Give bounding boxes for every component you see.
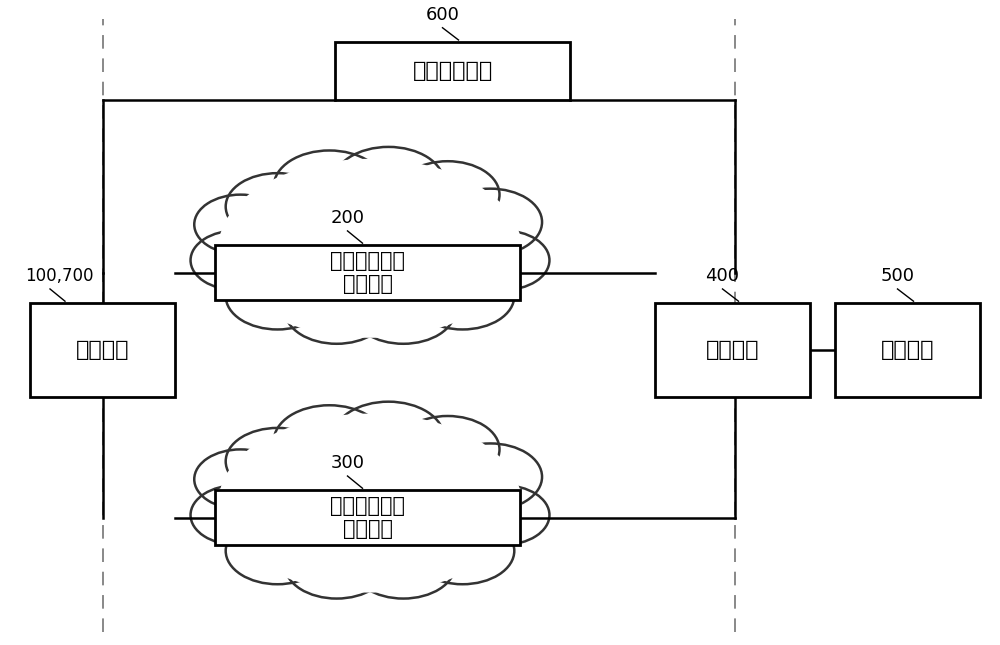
- Ellipse shape: [438, 188, 542, 255]
- Text: 第二网络设备: 第二网络设备: [330, 496, 405, 516]
- Ellipse shape: [274, 405, 385, 477]
- Text: 300: 300: [330, 454, 364, 472]
- Text: 100,700: 100,700: [25, 267, 94, 285]
- Text: 第一网络设备: 第一网络设备: [330, 251, 405, 271]
- Text: 终端设备: 终端设备: [76, 340, 129, 360]
- Bar: [835, 303, 980, 397]
- Ellipse shape: [240, 419, 500, 587]
- Ellipse shape: [194, 195, 287, 254]
- Text: 500: 500: [881, 267, 914, 285]
- Ellipse shape: [226, 517, 329, 584]
- Text: 200: 200: [330, 209, 364, 227]
- Text: 外部设备: 外部设备: [881, 340, 934, 360]
- Ellipse shape: [191, 230, 283, 290]
- Ellipse shape: [240, 165, 500, 332]
- Ellipse shape: [457, 485, 549, 545]
- Bar: [335, 42, 570, 100]
- Text: 第一网络: 第一网络: [342, 274, 392, 294]
- Bar: [215, 490, 520, 545]
- Text: 管理设备: 管理设备: [706, 340, 759, 360]
- Ellipse shape: [438, 444, 542, 510]
- Ellipse shape: [191, 485, 283, 545]
- Ellipse shape: [411, 517, 514, 584]
- Text: 第二网络: 第二网络: [342, 519, 392, 539]
- Ellipse shape: [226, 428, 329, 495]
- Ellipse shape: [352, 531, 455, 599]
- Ellipse shape: [226, 263, 329, 330]
- Ellipse shape: [218, 159, 522, 338]
- Ellipse shape: [218, 413, 522, 593]
- Ellipse shape: [396, 416, 500, 483]
- Bar: [655, 303, 810, 397]
- Text: 400: 400: [706, 267, 740, 285]
- Ellipse shape: [213, 402, 527, 604]
- Ellipse shape: [396, 161, 500, 228]
- Ellipse shape: [333, 147, 444, 219]
- Text: 策略管理设备: 策略管理设备: [412, 61, 493, 81]
- Ellipse shape: [285, 277, 388, 344]
- Ellipse shape: [333, 402, 444, 473]
- Bar: [215, 245, 520, 300]
- Ellipse shape: [213, 147, 527, 350]
- Ellipse shape: [226, 173, 329, 240]
- Ellipse shape: [285, 531, 388, 599]
- Ellipse shape: [194, 450, 287, 509]
- Ellipse shape: [274, 150, 385, 222]
- Ellipse shape: [352, 277, 455, 344]
- Ellipse shape: [411, 263, 514, 330]
- Ellipse shape: [457, 230, 549, 290]
- Bar: [30, 303, 175, 397]
- Text: 600: 600: [426, 6, 459, 24]
